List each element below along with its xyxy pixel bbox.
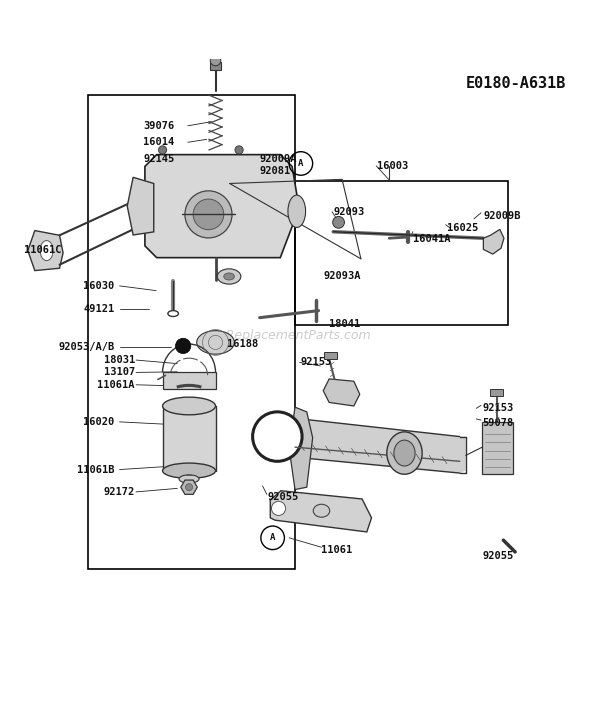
Text: 92093: 92093 — [333, 207, 365, 217]
Text: 92081: 92081 — [260, 165, 291, 176]
Bar — [324, 352, 337, 359]
Polygon shape — [163, 406, 215, 471]
Bar — [490, 389, 503, 396]
Text: 59078: 59078 — [482, 418, 513, 428]
Bar — [209, 44, 221, 55]
Text: 16041A: 16041A — [413, 234, 450, 244]
Ellipse shape — [387, 432, 422, 474]
Polygon shape — [181, 480, 197, 494]
Circle shape — [175, 338, 191, 354]
Text: E0180-A631B: E0180-A631B — [466, 76, 566, 91]
Text: 18041: 18041 — [329, 318, 360, 328]
Polygon shape — [483, 229, 504, 254]
Ellipse shape — [163, 397, 215, 415]
Ellipse shape — [224, 273, 234, 280]
Polygon shape — [163, 372, 215, 390]
Ellipse shape — [168, 311, 178, 316]
FancyBboxPatch shape — [482, 422, 513, 474]
Circle shape — [185, 191, 232, 238]
Text: 16188: 16188 — [227, 339, 258, 349]
Text: 11061B: 11061B — [77, 465, 114, 474]
Text: 92153: 92153 — [301, 357, 332, 367]
Ellipse shape — [196, 330, 234, 354]
Text: A: A — [298, 159, 304, 168]
Polygon shape — [145, 155, 298, 258]
Text: 92145: 92145 — [143, 154, 174, 164]
Ellipse shape — [163, 463, 215, 479]
Circle shape — [193, 199, 224, 229]
Text: 11061A: 11061A — [97, 380, 135, 390]
Text: 92055: 92055 — [267, 492, 299, 502]
Text: A: A — [270, 533, 276, 542]
Text: 92172: 92172 — [104, 487, 135, 497]
Polygon shape — [270, 491, 372, 532]
Text: 16020: 16020 — [83, 417, 114, 427]
Bar — [209, 61, 221, 70]
Text: 92009B: 92009B — [483, 211, 521, 222]
Ellipse shape — [217, 269, 241, 284]
Ellipse shape — [40, 241, 53, 261]
Circle shape — [235, 146, 243, 154]
Circle shape — [210, 55, 221, 66]
Circle shape — [253, 412, 302, 461]
Text: eReplacementParts.com: eReplacementParts.com — [219, 329, 371, 342]
Text: 16030: 16030 — [83, 281, 114, 291]
Polygon shape — [127, 177, 154, 235]
Text: 92153: 92153 — [482, 403, 513, 413]
Text: 18031: 18031 — [104, 355, 135, 365]
Circle shape — [185, 484, 192, 491]
Text: 92053/A/B: 92053/A/B — [58, 342, 114, 352]
Ellipse shape — [179, 475, 199, 483]
Text: 16014: 16014 — [143, 137, 174, 148]
Text: 92055: 92055 — [482, 551, 513, 561]
Text: 92093A: 92093A — [323, 272, 360, 282]
Bar — [295, 181, 508, 325]
Text: 13107: 13107 — [104, 367, 135, 378]
Text: 92009A: 92009A — [260, 154, 297, 164]
Polygon shape — [323, 379, 360, 406]
Ellipse shape — [313, 504, 330, 517]
Polygon shape — [289, 407, 313, 489]
Text: 16003: 16003 — [378, 161, 409, 171]
Circle shape — [271, 501, 286, 515]
Polygon shape — [295, 419, 466, 473]
Text: 39076: 39076 — [143, 121, 174, 131]
Bar — [88, 95, 295, 569]
Ellipse shape — [288, 195, 306, 227]
Text: 16025: 16025 — [447, 222, 478, 232]
Text: 49121: 49121 — [83, 304, 114, 314]
Ellipse shape — [394, 440, 415, 466]
Text: 11061: 11061 — [322, 544, 353, 555]
Polygon shape — [28, 231, 63, 270]
Text: 11061C: 11061C — [24, 245, 62, 255]
Circle shape — [159, 146, 167, 154]
Circle shape — [333, 217, 345, 228]
